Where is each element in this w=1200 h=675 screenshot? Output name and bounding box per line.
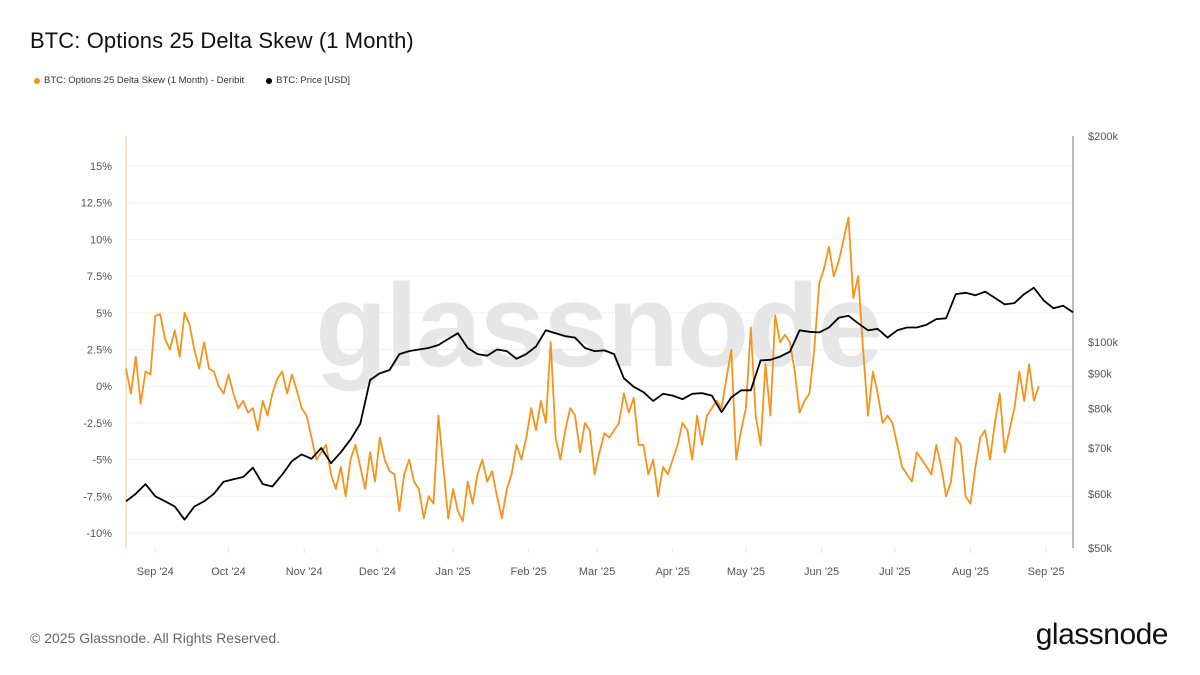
right-tick-label: $100k <box>1088 337 1118 349</box>
watermark: glassnode <box>315 260 881 392</box>
x-tick-label: Jan '25 <box>435 566 470 578</box>
x-tick-label: Aug '25 <box>952 566 989 578</box>
left-tick-label: -5% <box>92 455 112 467</box>
left-tick-label: -7.5% <box>83 491 112 503</box>
gridlines <box>126 165 1073 534</box>
series-skew-line <box>125 216 1040 523</box>
x-axis: Sep '24 Oct '24 Nov '24 Dec '24 Jan '25 Feb '… <box>137 548 1065 578</box>
right-tick-label: $70k <box>1088 443 1112 455</box>
legend-item-price[interactable]: BTC: Price [USD] <box>266 75 350 86</box>
x-tick-label: Jul '25 <box>879 566 910 578</box>
legend-label-skew: BTC: Options 25 Delta Skew (1 Month) - D… <box>44 75 245 86</box>
chart-title: BTC: Options 25 Delta Skew (1 Month) <box>30 28 414 53</box>
left-tick-label: 7.5% <box>87 271 112 283</box>
chart: glassnode 15% 12.5% 10% 7.5% 5% 2.5% 0% -2.5% -5… <box>81 0 1118 578</box>
left-tick-label: -10% <box>86 528 112 540</box>
left-tick-label: 15% <box>90 161 112 173</box>
x-tick-label: Nov '24 <box>286 566 323 578</box>
right-tick-label: $80k <box>1088 403 1112 415</box>
left-axis: 15% 12.5% 10% 7.5% 5% 2.5% 0% -2.5% -5% -7.5% -10% <box>81 161 112 540</box>
right-tick-label: $200k <box>1088 131 1118 143</box>
right-tick-label: $60k <box>1088 489 1112 501</box>
legend: BTC: Options 25 Delta Skew (1 Month) - D… <box>34 75 350 86</box>
legend-item-skew[interactable]: BTC: Options 25 Delta Skew (1 Month) - D… <box>34 75 244 86</box>
right-axis: $200k $100k $90k $80k $70k $60k $50k <box>1088 131 1118 555</box>
left-tick-label: 10% <box>90 234 112 246</box>
right-tick-label: $50k <box>1088 543 1112 555</box>
legend-dot-skew <box>34 77 40 84</box>
right-tick-label: $90k <box>1088 368 1112 380</box>
legend-label-price: BTC: Price [USD] <box>276 75 351 86</box>
left-tick-label: 12.5% <box>81 198 112 210</box>
x-tick-label: Dec '24 <box>359 566 396 578</box>
glassnode-logo[interactable]: glassnode <box>1035 618 1169 651</box>
x-tick-label: Mar '25 <box>579 566 615 578</box>
x-tick-label: Oct '24 <box>211 566 246 578</box>
copyright: © 2025 Glassnode. All Rights Reserved. <box>30 630 281 646</box>
legend-dot-price <box>266 77 273 84</box>
left-tick-label: 5% <box>96 308 112 320</box>
x-tick-label: Sep '25 <box>1028 566 1065 578</box>
x-tick-label: Sep '24 <box>137 566 174 578</box>
left-tick-label: 2.5% <box>87 345 112 357</box>
x-tick-label: Apr '25 <box>655 566 690 578</box>
series-price-line <box>125 286 1074 521</box>
skew-points <box>125 0 1074 522</box>
x-tick-label: Jun '25 <box>804 566 839 578</box>
left-tick-label: -2.5% <box>83 418 112 430</box>
x-tick-label: Feb '25 <box>511 566 547 578</box>
price-points <box>125 287 1074 520</box>
x-tick-label: May '25 <box>727 566 765 578</box>
left-tick-label: 0% <box>96 381 112 393</box>
